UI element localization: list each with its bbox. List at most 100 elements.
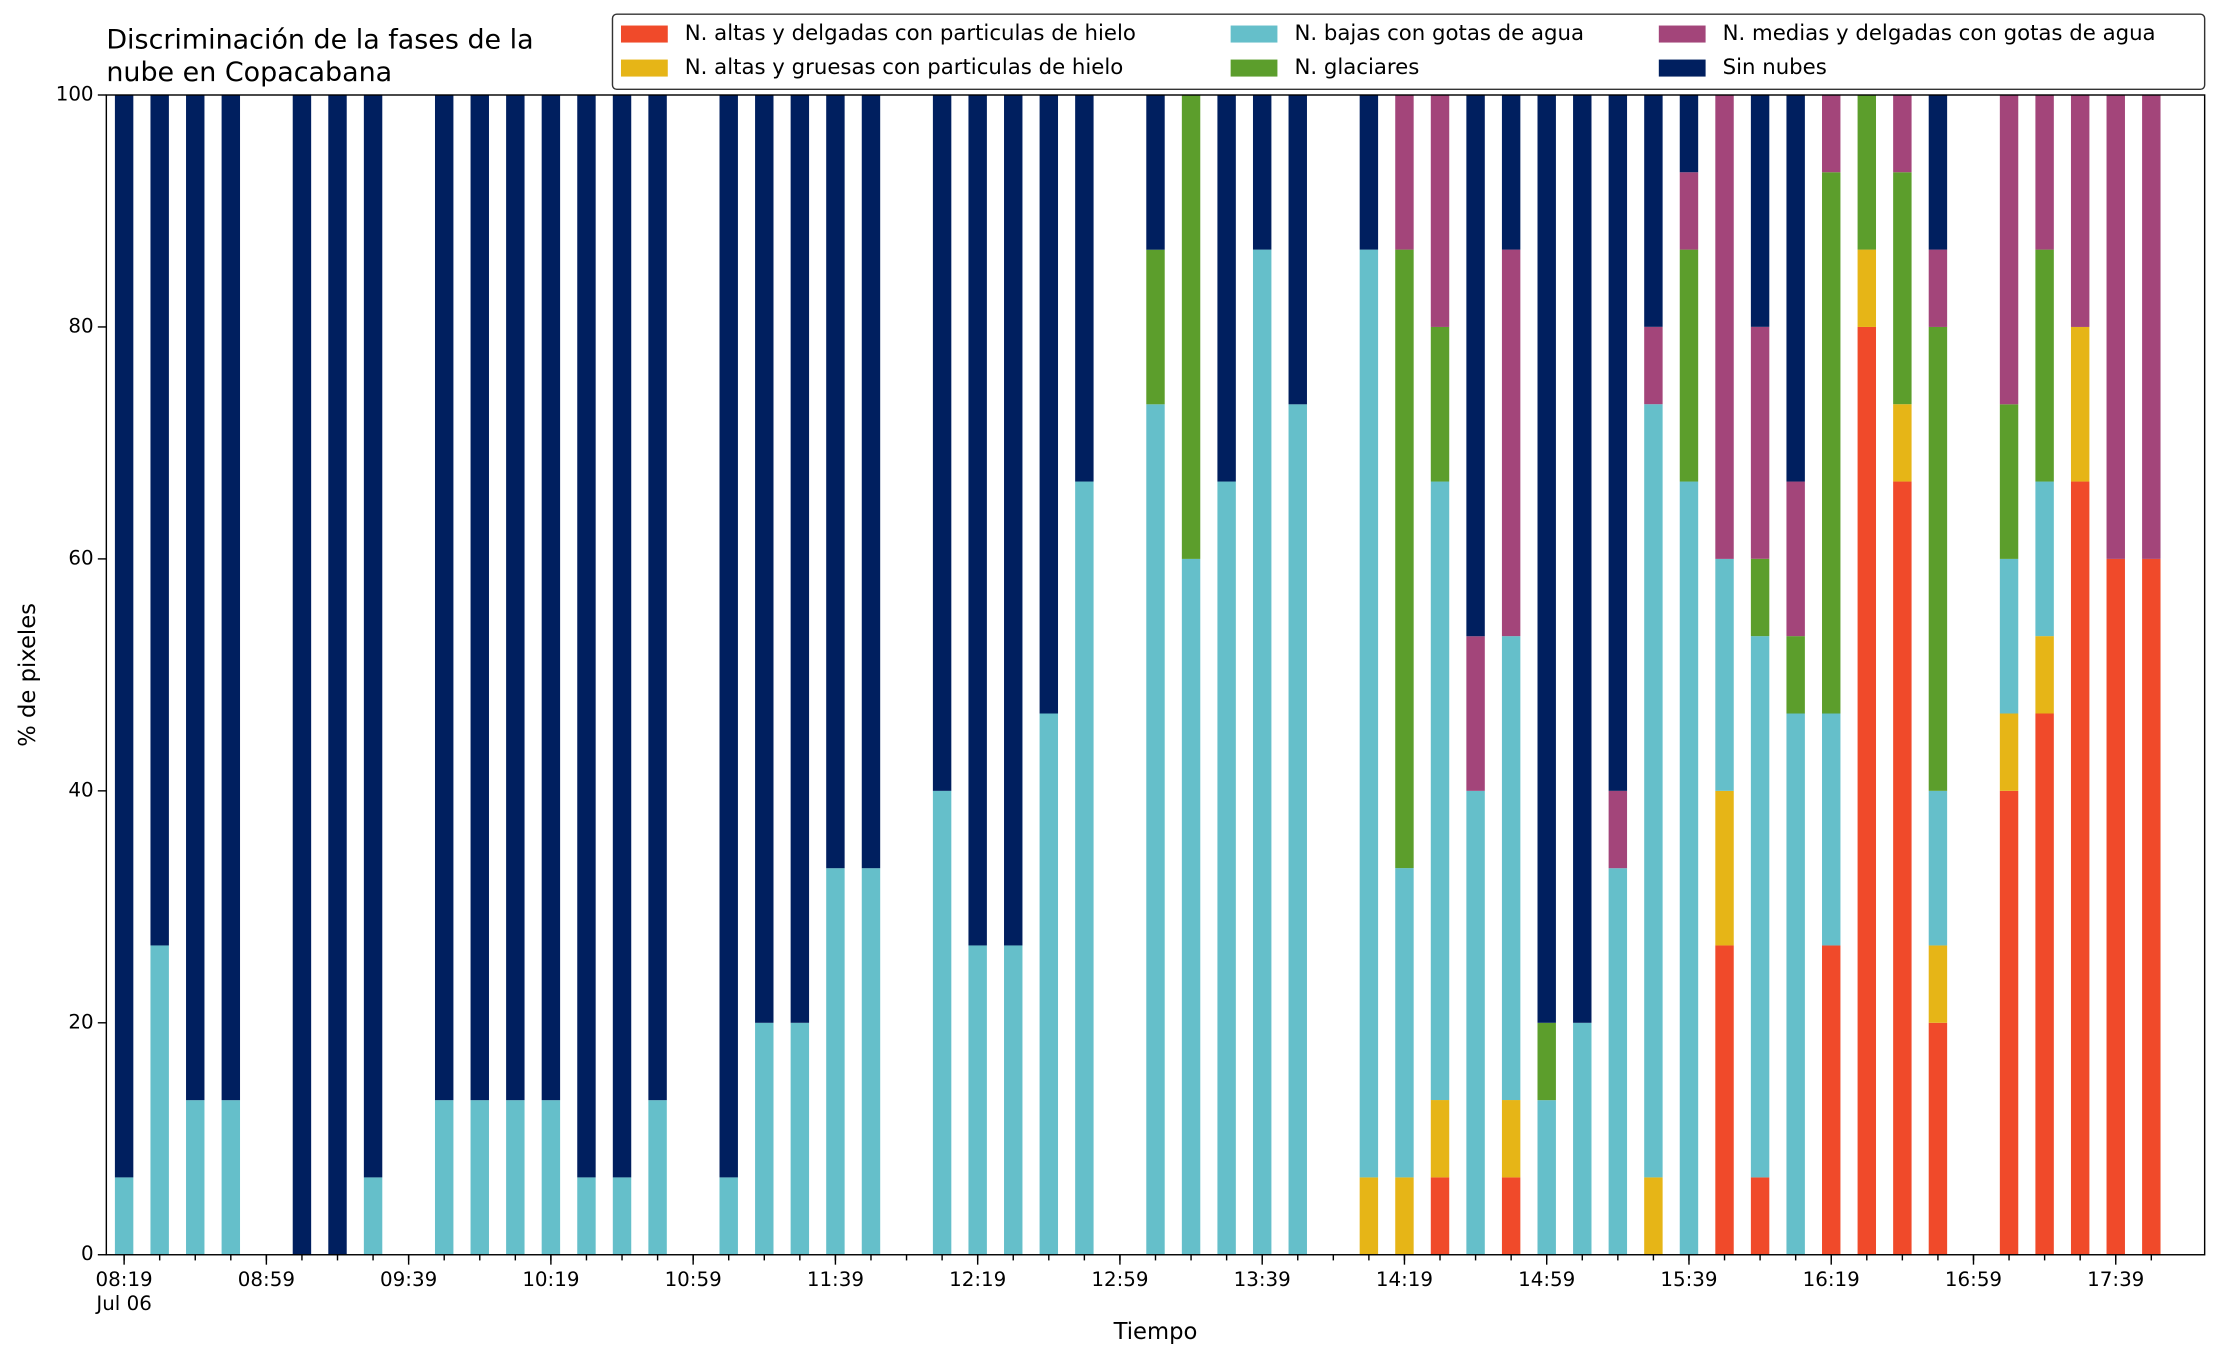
- chart-title: Discriminación de la fases de la: [106, 25, 533, 56]
- bar-segment: [1822, 945, 1841, 1255]
- bar-segment: [1252, 249, 1272, 1255]
- bar-segment: [1928, 1022, 1948, 1255]
- legend-swatch: [1658, 25, 1706, 43]
- x-tick-label: 16:19: [1803, 1268, 1860, 1291]
- bar-segment: [826, 868, 845, 1255]
- bar-segment: [577, 1177, 596, 1255]
- x-tick-label: 10:59: [665, 1268, 722, 1291]
- bar-segment: [719, 1177, 738, 1255]
- bar-segment: [1395, 868, 1414, 1178]
- plot-frame: [105, 94, 2206, 1256]
- bar-segment: [1501, 1100, 1521, 1178]
- bar-segment: [1395, 95, 1414, 250]
- bar-segment: [1608, 868, 1628, 1255]
- x-tick-label: 10:19: [522, 1268, 579, 1291]
- bar-segment: [2070, 95, 2090, 327]
- bar-segment: [1715, 558, 1734, 791]
- bar-segment: [2142, 95, 2161, 559]
- bar-segment: [1217, 481, 1236, 1255]
- bar-segment: [1217, 95, 1236, 482]
- bar-segment: [1786, 481, 1805, 637]
- bar-segment: [1822, 713, 1841, 946]
- bar-segment: [1501, 95, 1521, 250]
- bar-segment: [1466, 95, 1485, 637]
- bar-segment: [1075, 95, 1094, 482]
- bar-segment: [1928, 249, 1948, 327]
- bar-segment: [1039, 713, 1059, 1255]
- bar-segment: [150, 95, 169, 946]
- legend-label: N. medias y delgadas con gotas de agua: [1723, 21, 2156, 46]
- bar-segment: [1786, 636, 1805, 714]
- bar-segment: [1288, 95, 1307, 405]
- bar-segment: [1893, 172, 1912, 405]
- bar-segment: [506, 95, 525, 1101]
- bar-segment: [1359, 1177, 1379, 1255]
- y-tick-label: 80: [68, 314, 93, 337]
- legend-label: N. glaciares: [1294, 55, 1419, 80]
- bar-segment: [1822, 94, 1841, 173]
- bar-segment: [2035, 95, 2054, 250]
- bar-segment: [541, 95, 561, 1101]
- bar-segment: [1786, 713, 1805, 1255]
- bar-segment: [2035, 713, 2054, 1255]
- bar-segment: [1181, 558, 1201, 1255]
- bar-segment: [1004, 95, 1023, 946]
- bar-segment: [1928, 326, 1948, 791]
- bar-segment: [1999, 713, 2019, 791]
- bar-segment: [1857, 249, 1877, 327]
- bar-segment: [2035, 636, 2054, 714]
- bar-segment: [1608, 790, 1628, 869]
- bar-segment: [1430, 1100, 1450, 1178]
- bar-segment: [1644, 326, 1663, 405]
- bar-segment: [612, 95, 632, 1178]
- x-tick-label: 13:39: [1234, 1268, 1291, 1291]
- x-tick-label: 15:39: [1660, 1268, 1717, 1291]
- bar-segment: [221, 1100, 241, 1255]
- bar-segment: [1466, 790, 1485, 1255]
- x-tick-label: 12:19: [949, 1268, 1006, 1291]
- bar-segment: [1999, 95, 2019, 405]
- bar-segment: [1075, 481, 1094, 1255]
- bar-segment: [1537, 1100, 1556, 1255]
- bar-segment: [577, 95, 596, 1178]
- bar-segment: [1750, 558, 1770, 637]
- bar-segment: [755, 1022, 774, 1255]
- bar-segment: [1999, 790, 2019, 1255]
- bar-segment: [363, 1177, 383, 1255]
- bar-segment: [861, 95, 881, 869]
- bar-segment: [1573, 95, 1592, 1023]
- legend-label: N. altas y delgadas con particulas de hi…: [685, 21, 1136, 46]
- x-axis-label: Tiempo: [1113, 1319, 1198, 1345]
- bar-segment: [2070, 326, 2090, 482]
- bar-segment: [1750, 636, 1770, 1178]
- bar-segment: [1786, 95, 1805, 482]
- bar-segment: [470, 95, 489, 1101]
- bar-segment: [1573, 1022, 1592, 1255]
- bar-segment: [1928, 945, 1948, 1023]
- bar-segment: [2035, 481, 2054, 637]
- bar-segment: [1679, 94, 1699, 173]
- bar-segment: [150, 945, 169, 1255]
- bar-segment: [1537, 1022, 1556, 1101]
- legend-swatch: [1658, 59, 1706, 77]
- bar-segment: [1928, 95, 1948, 250]
- bar-segment: [612, 1177, 632, 1255]
- bar-segment: [1893, 404, 1912, 482]
- bar-segment: [2106, 558, 2125, 1255]
- bar-segment: [790, 1022, 810, 1255]
- bar-segment: [719, 95, 738, 1178]
- bar-segment: [1395, 249, 1414, 869]
- bar-segment: [1537, 95, 1556, 1023]
- legend-swatch: [1230, 59, 1278, 77]
- legend-label: N. bajas con gotas de agua: [1294, 21, 1584, 46]
- bar-segment: [470, 1100, 489, 1255]
- bar-segment: [1501, 249, 1521, 637]
- bar-segment: [114, 1177, 134, 1255]
- bar-segment: [1822, 172, 1841, 714]
- legend-swatch: [1230, 25, 1278, 43]
- x-tick-label: 17:39: [2087, 1268, 2144, 1291]
- chart-title: nube en Copacabana: [106, 57, 392, 88]
- bar-segment: [861, 868, 881, 1255]
- x-tick-label: 16:59: [1945, 1268, 2002, 1291]
- bar-segment: [1999, 404, 2019, 559]
